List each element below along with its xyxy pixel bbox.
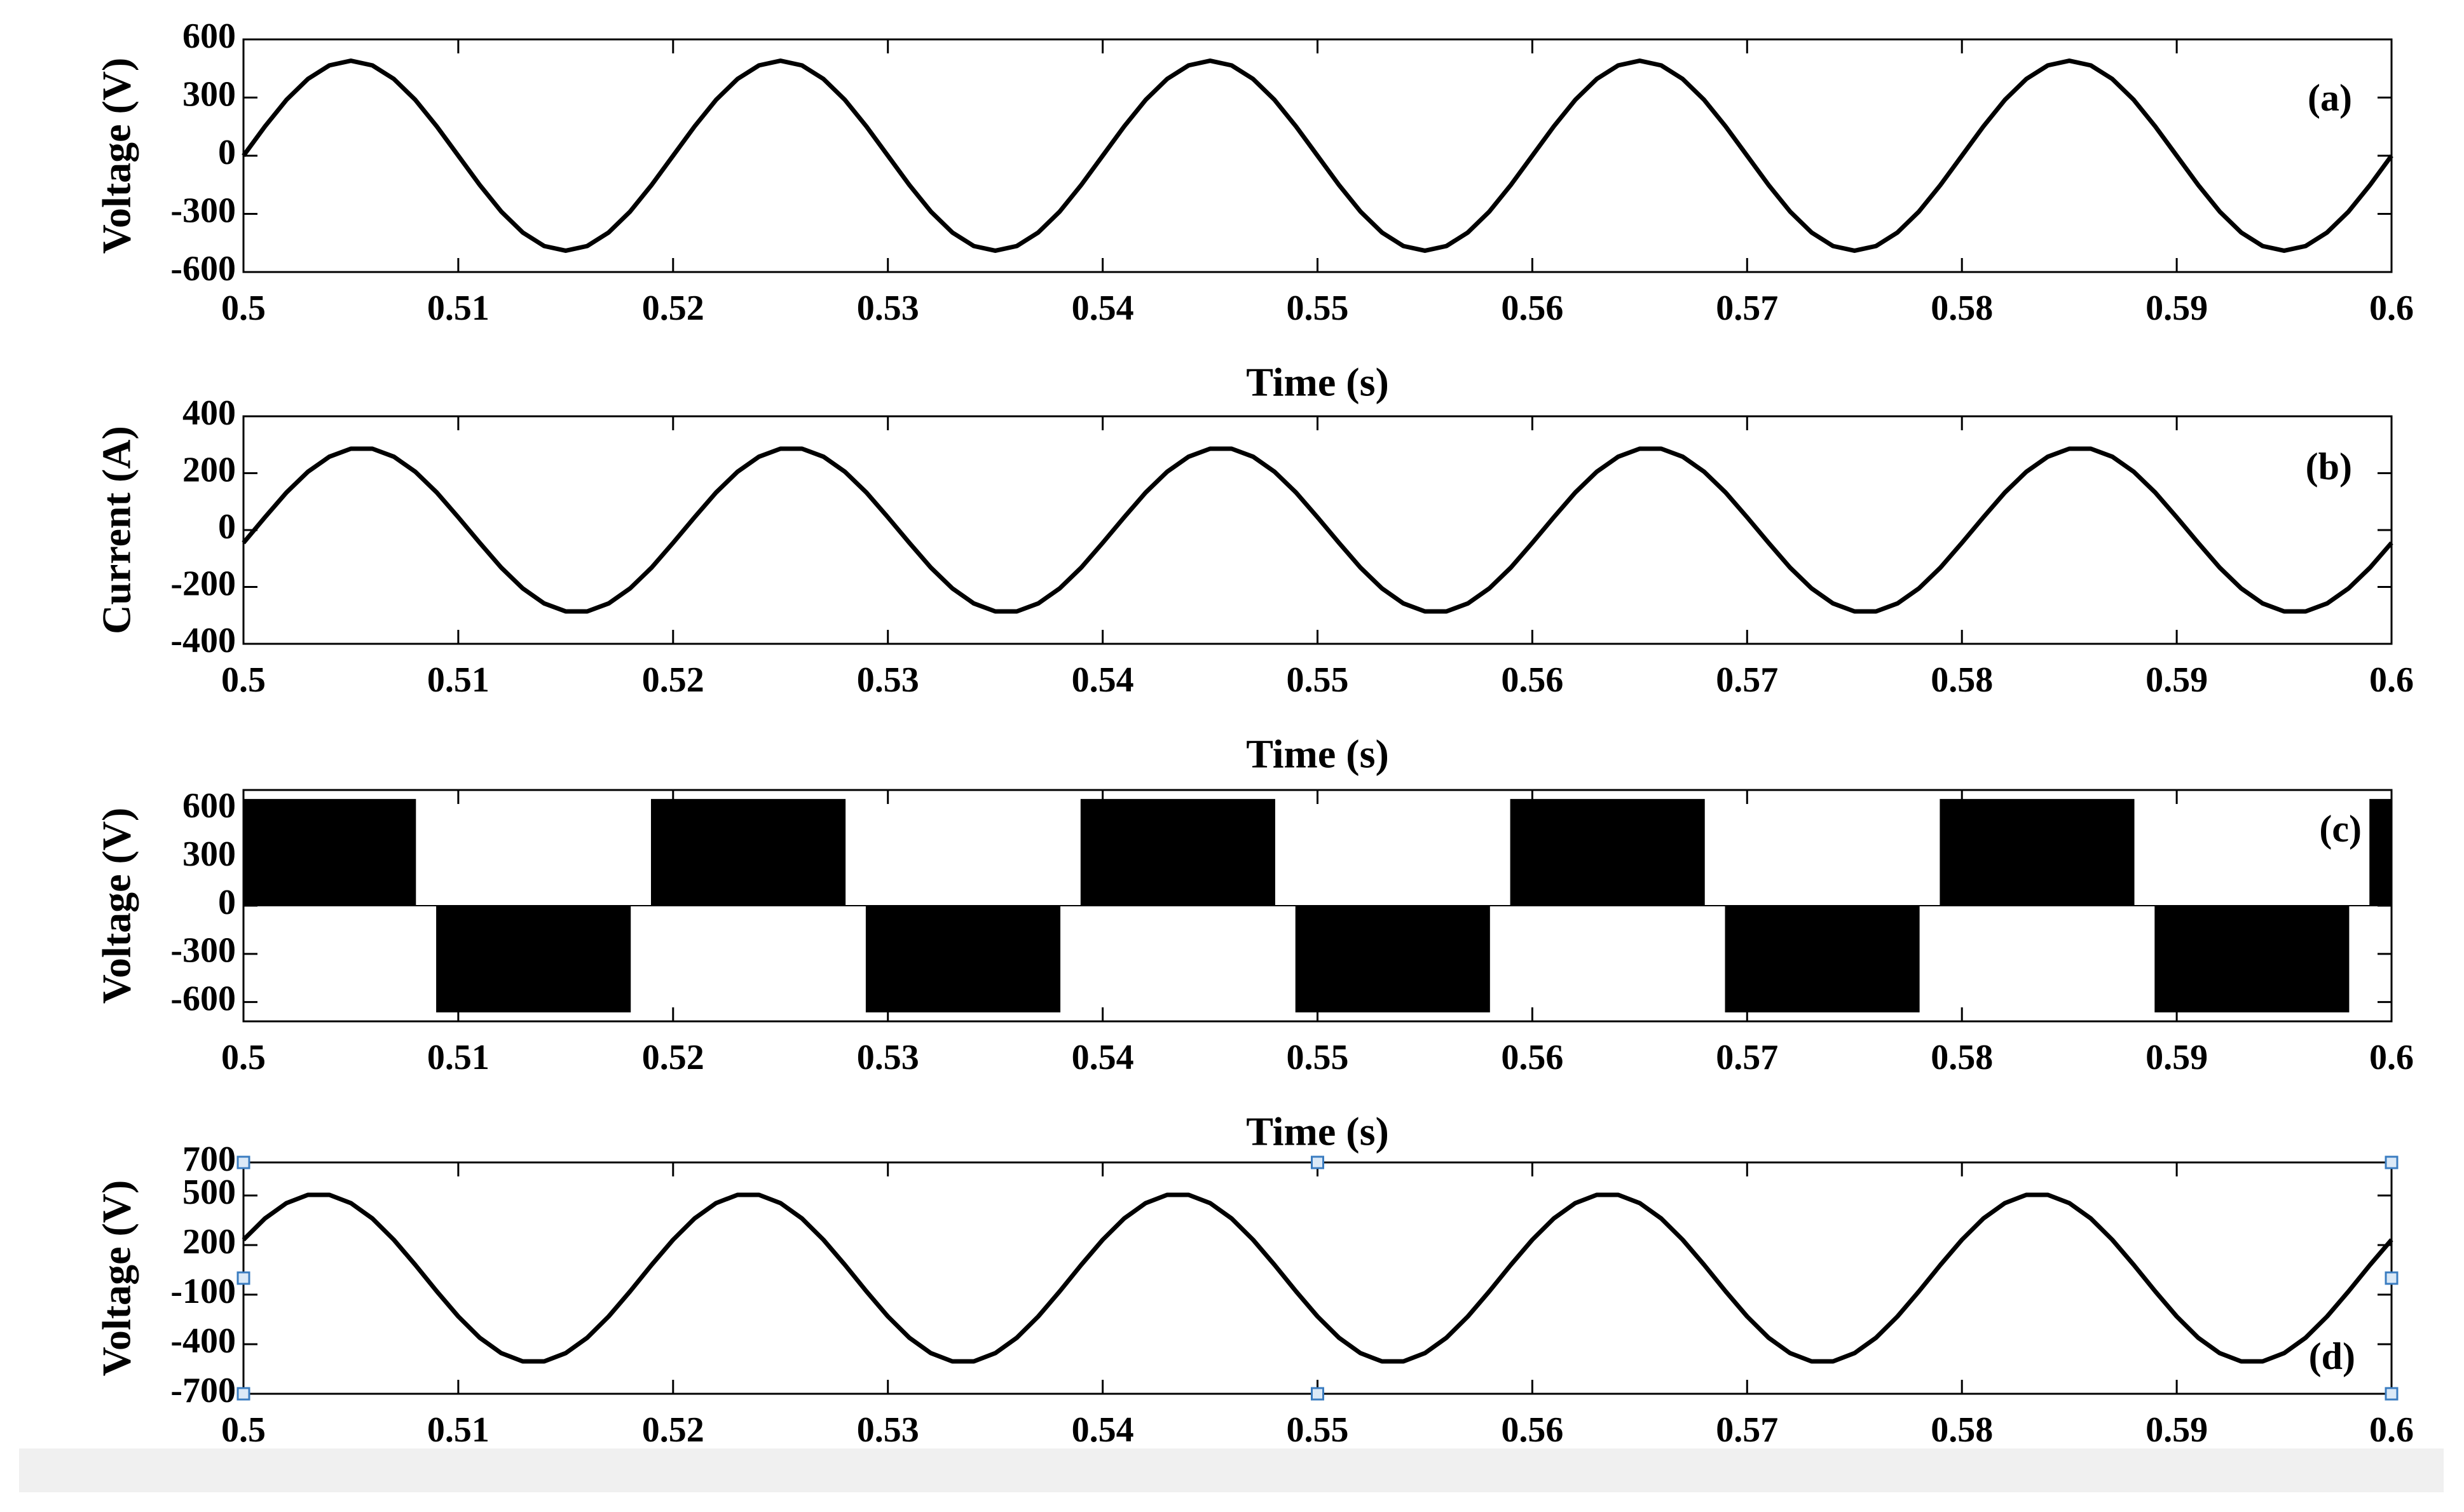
y-tick-label: 0 (218, 133, 236, 172)
y-tick-label: -400 (170, 621, 236, 660)
data-line (242, 58, 2393, 253)
x-tick-label: 0.59 (2146, 1038, 2208, 1077)
x-tick-label: 0.5 (221, 1038, 266, 1077)
bottom-bar (19, 1448, 2444, 1492)
x-axis-label: Time (s) (1246, 1109, 1389, 1154)
y-tick-label: 200 (182, 1222, 236, 1262)
y-tick-label: 700 (182, 1140, 236, 1179)
x-tick-label: 0.54 (1072, 1038, 1134, 1077)
y-tick-label: 600 (182, 786, 236, 826)
x-tick-label: 0.55 (1287, 660, 1349, 700)
x-tick-label: 0.52 (642, 1410, 704, 1450)
data-line (242, 446, 2393, 614)
y-tick-label: 500 (182, 1173, 236, 1212)
data-line (242, 1192, 2393, 1364)
x-tick-label: 0.53 (857, 1410, 919, 1450)
x-tick-label: 0.59 (2146, 1410, 2208, 1450)
y-tick-label: 300 (182, 74, 236, 114)
y-axis-label: Current (A) (94, 426, 139, 634)
y-tick-label: -100 (170, 1272, 236, 1311)
x-tick-label: 0.6 (2369, 1410, 2414, 1450)
y-tick-label: -300 (170, 931, 236, 971)
x-tick-label: 0.59 (2146, 660, 2208, 700)
x-tick-label: 0.53 (857, 660, 919, 700)
selection-handle (2385, 1387, 2399, 1401)
selection-handle (236, 1155, 250, 1169)
x-tick-label: 0.51 (427, 1038, 489, 1077)
panel-label: (d) (2309, 1335, 2355, 1377)
x-tick-label: 0.57 (1716, 660, 1778, 700)
x-tick-label: 0.54 (1072, 660, 1134, 700)
y-tick-label: 300 (182, 834, 236, 874)
y-tick-label: 200 (182, 450, 236, 489)
y-tick-label: -200 (170, 564, 236, 603)
y-tick-label: 0 (218, 507, 236, 547)
x-tick-label: 0.53 (857, 1038, 919, 1077)
y-tick-label: 0 (218, 883, 236, 922)
x-tick-label: 0.55 (1287, 1410, 1349, 1450)
x-tick-label: 0.5 (221, 289, 266, 328)
y-tick-label: -700 (170, 1371, 236, 1410)
x-tick-label: 0.58 (1931, 1410, 1993, 1450)
x-tick-label: 0.6 (2369, 660, 2414, 700)
x-tick-label: 0.54 (1072, 289, 1134, 328)
x-tick-label: 0.5 (221, 660, 266, 700)
panel-label: (b) (2306, 446, 2352, 487)
y-axis-label: Voltage (V) (94, 58, 139, 254)
x-tick-label: 0.57 (1716, 1038, 1778, 1077)
selection-handle (2385, 1155, 2399, 1169)
x-tick-label: 0.56 (1501, 1038, 1563, 1077)
x-tick-label: 0.55 (1287, 289, 1349, 328)
x-tick-label: 0.54 (1072, 1410, 1134, 1450)
x-tick-label: 0.58 (1931, 1038, 1993, 1077)
x-tick-label: 0.51 (427, 1410, 489, 1450)
selection-handle (236, 1271, 250, 1285)
x-tick-label: 0.58 (1931, 660, 1993, 700)
x-tick-label: 0.51 (427, 660, 489, 700)
y-axis-label: Voltage (V) (94, 808, 139, 1004)
x-tick-label: 0.57 (1716, 1410, 1778, 1450)
panel-label: (c) (2319, 808, 2362, 850)
x-axis-label: Time (s) (1246, 732, 1389, 777)
y-tick-label: -600 (170, 979, 236, 1019)
y-tick-label: 600 (182, 17, 236, 56)
y-tick-label: -400 (170, 1321, 236, 1361)
x-tick-label: 0.53 (857, 289, 919, 328)
x-tick-label: 0.56 (1501, 289, 1563, 328)
panel-label: (a) (2308, 77, 2352, 119)
x-tick-label: 0.52 (642, 660, 704, 700)
x-tick-label: 0.52 (642, 1038, 704, 1077)
selection-handle (1311, 1155, 1324, 1169)
x-tick-label: 0.5 (221, 1410, 266, 1450)
x-tick-label: 0.52 (642, 289, 704, 328)
x-tick-label: 0.59 (2146, 289, 2208, 328)
selection-handle (1311, 1387, 1324, 1401)
x-tick-label: 0.6 (2369, 1038, 2414, 1077)
x-tick-label: 0.51 (427, 289, 489, 328)
y-tick-label: -300 (170, 191, 236, 230)
x-tick-label: 0.6 (2369, 289, 2414, 328)
y-axis-label: Voltage (V) (94, 1180, 139, 1377)
x-tick-label: 0.58 (1931, 289, 1993, 328)
selection-handle (236, 1387, 250, 1401)
y-tick-label: 400 (182, 393, 236, 433)
selection-handle (2385, 1271, 2399, 1285)
x-tick-label: 0.57 (1716, 289, 1778, 328)
data-area (243, 799, 2392, 1012)
x-tick-label: 0.55 (1287, 1038, 1349, 1077)
x-tick-label: 0.56 (1501, 1410, 1563, 1450)
y-tick-label: -600 (170, 249, 236, 289)
x-axis-label: Time (s) (1246, 360, 1389, 405)
x-tick-label: 0.56 (1501, 660, 1563, 700)
